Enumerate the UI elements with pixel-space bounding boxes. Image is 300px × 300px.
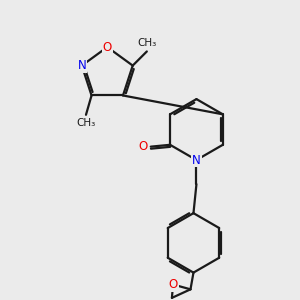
Text: O: O [103, 40, 112, 54]
Text: CH₃: CH₃ [76, 118, 96, 128]
Text: N: N [77, 59, 86, 72]
Text: O: O [139, 140, 148, 153]
Text: CH₃: CH₃ [137, 38, 157, 48]
Text: O: O [168, 278, 178, 291]
Text: N: N [192, 154, 201, 166]
